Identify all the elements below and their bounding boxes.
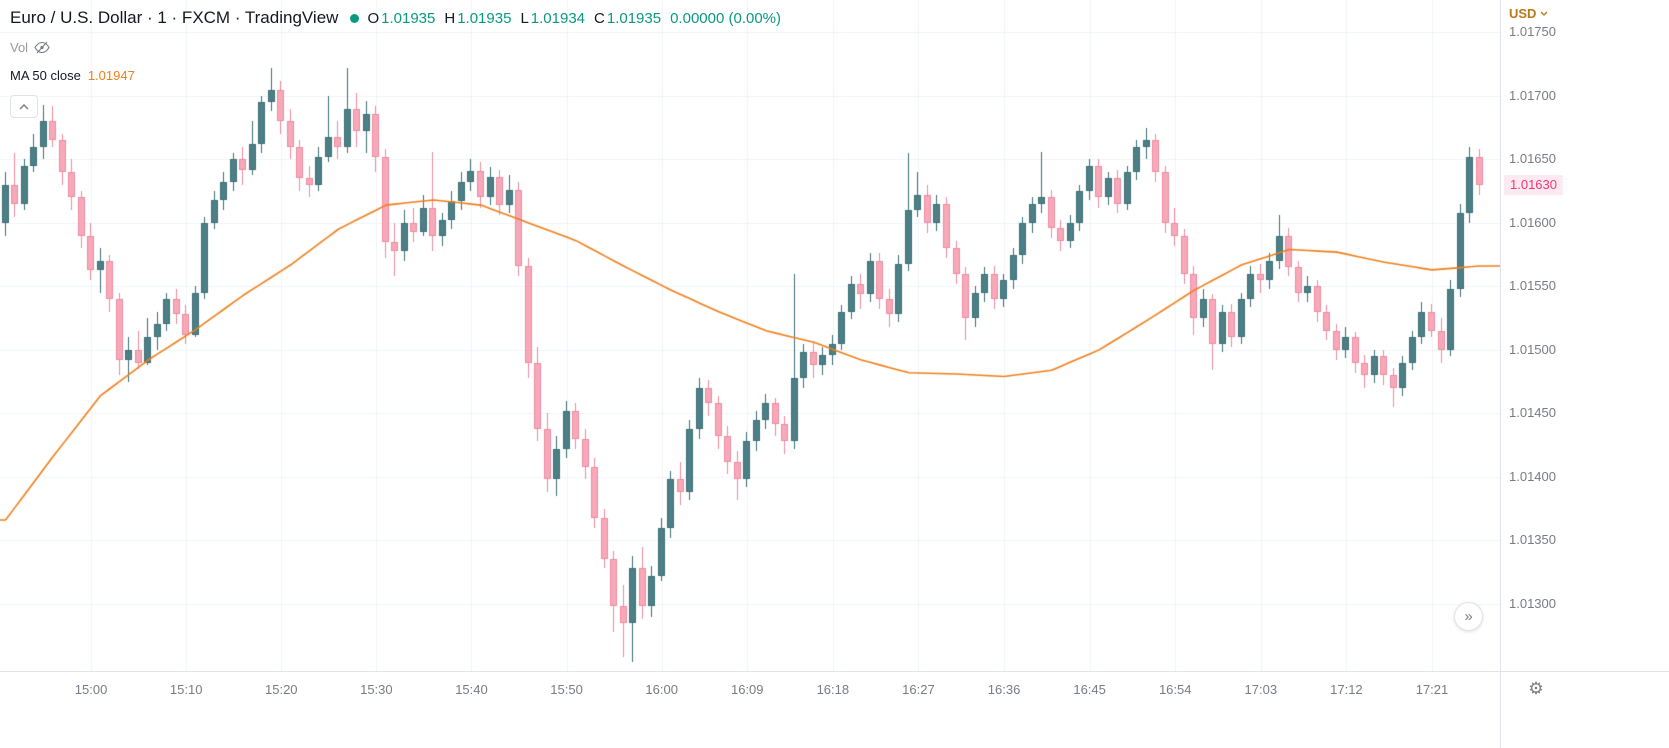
time-axis-label: 16:18 — [816, 682, 850, 697]
ohlc-item: 0.00000 (0.00%) — [670, 9, 782, 27]
price-axis-label: 1.01300 — [1509, 595, 1556, 611]
last-price-label: 1.01630 — [1504, 174, 1563, 195]
price-axis-label: 1.01750 — [1509, 24, 1556, 40]
price-axis-label: 1.01400 — [1509, 468, 1556, 484]
time-axis-label: 17:03 — [1244, 682, 1278, 697]
time-axis[interactable]: 15:00 15:10 15:20 15:30 15:40 15:50 16:00 16:09… — [0, 672, 1669, 748]
currency-label: USD — [1509, 6, 1537, 21]
volume-label: Vol — [10, 39, 29, 55]
chevron-up-icon — [19, 103, 29, 110]
time-axis-label: 15:30 — [360, 682, 393, 697]
ohlc-values: O 1.01935 H 1.01935 L 1.01934 C 1.01935 0.00000 … — [367, 10, 781, 27]
time-axis-label: 15:00 — [74, 682, 108, 697]
price-axis-label: 1.01650 — [1509, 151, 1556, 167]
symbol-title[interactable]: Euro / U.S. Dollar · 1 · FXCM · TradingV… — [10, 8, 339, 27]
chevron-down-icon — [1540, 11, 1548, 16]
price-axis-label: 1.01500 — [1509, 341, 1556, 357]
volume-legend-row[interactable]: Vol — [10, 36, 781, 58]
time-axis-settings-button[interactable]: ⚙ — [1522, 675, 1550, 703]
time-axis-label: 15:10 — [169, 682, 203, 697]
time-axis-label: 17:21 — [1415, 682, 1449, 697]
price-axis-label: 1.01450 — [1509, 405, 1556, 421]
time-axis-label: 16:54 — [1158, 682, 1192, 697]
currency-selector[interactable]: USD — [1509, 6, 1548, 21]
ma-legend-row[interactable]: MA 50 close 1.01947 — [10, 64, 781, 86]
gear-icon: ⚙ — [1528, 679, 1544, 698]
time-axis-label: 15:40 — [455, 682, 488, 697]
time-axis-label: 17:12 — [1330, 682, 1363, 697]
ohlc-item: C 1.01935 — [594, 9, 662, 27]
price-axis-label: 1.01600 — [1509, 214, 1556, 230]
time-axis-label: 16:09 — [730, 682, 764, 697]
chart-legend: Euro / U.S. Dollar · 1 · FXCM · TradingV… — [10, 6, 781, 118]
price-axis[interactable]: USD 1.01750 1.01700 1.01650 1.01600 1.01550 1… — [1501, 0, 1669, 671]
ohlc-item: L 1.01934 — [520, 9, 586, 27]
double-chevron-right-icon: » — [1464, 608, 1473, 625]
eye-off-icon[interactable] — [34, 41, 50, 54]
ohlc-item: H 1.01935 — [444, 9, 512, 27]
time-axis-label: 16:27 — [902, 682, 935, 697]
collapse-legend-button[interactable] — [10, 95, 38, 118]
ohlc-item: O 1.01935 — [367, 9, 436, 27]
time-axis-divider — [0, 671, 1669, 672]
time-axis-label: 15:20 — [265, 682, 298, 697]
time-axis-label: 16:45 — [1073, 682, 1106, 697]
price-axis-label: 1.01350 — [1509, 532, 1556, 548]
ma-label: MA 50 close — [10, 67, 81, 83]
price-axis-label: 1.01550 — [1509, 278, 1556, 294]
price-axis-label: 1.01700 — [1509, 87, 1556, 103]
time-axis-label: 16:36 — [987, 682, 1021, 697]
time-axis-label: 15:50 — [550, 682, 583, 697]
scroll-to-latest-button[interactable]: » — [1454, 602, 1483, 631]
price-axis-divider — [1500, 0, 1501, 748]
candlestick-chart-canvas[interactable] — [0, 0, 1500, 671]
ma-value: 1.01947 — [87, 67, 135, 83]
time-axis-label: 16:00 — [645, 682, 678, 697]
market-status-dot — [350, 13, 360, 23]
legend-title-row: Euro / U.S. Dollar · 1 · FXCM · TradingV… — [10, 6, 781, 30]
